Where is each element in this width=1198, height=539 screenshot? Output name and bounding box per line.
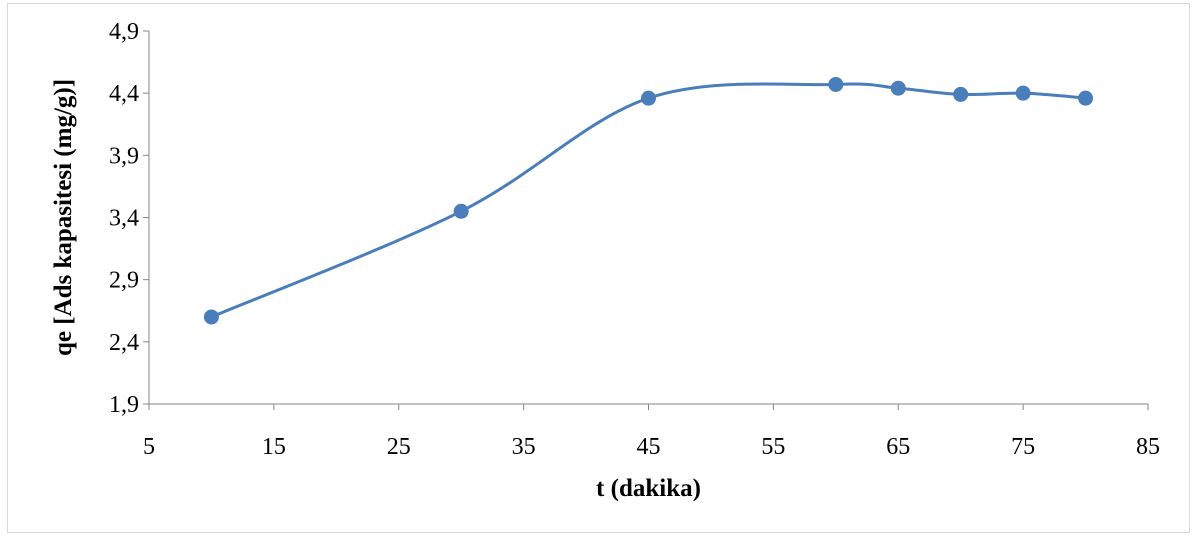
axes bbox=[143, 30, 1149, 410]
x-tick-label: 5 bbox=[143, 434, 155, 460]
x-tick-label: 75 bbox=[1011, 434, 1035, 460]
data-point bbox=[453, 203, 469, 219]
x-tick-label: 55 bbox=[761, 434, 785, 460]
x-axis-title: t (dakika) bbox=[596, 475, 701, 502]
series-layer bbox=[203, 76, 1094, 325]
data-point bbox=[203, 309, 219, 325]
y-axis-title: qe [Ads kapasitesi (mg/g)] bbox=[50, 79, 77, 356]
y-tick-label: 4,9 bbox=[109, 19, 139, 45]
x-tick-label: 65 bbox=[886, 434, 910, 460]
data-point bbox=[828, 76, 844, 92]
x-tick-label: 85 bbox=[1136, 434, 1160, 460]
y-tick-label: 3,9 bbox=[109, 143, 139, 169]
chart-frame bbox=[7, 3, 1190, 533]
y-tick-label: 1,9 bbox=[109, 392, 139, 418]
data-point bbox=[641, 90, 656, 106]
y-tick-label: 2,4 bbox=[109, 330, 139, 356]
data-point bbox=[1015, 85, 1031, 101]
x-tick-label: 45 bbox=[637, 434, 661, 460]
x-tick-label: 35 bbox=[512, 434, 536, 460]
x-tick-labels: 5 15 25 35 45 55 65 75 85 bbox=[143, 434, 1160, 460]
data-point bbox=[890, 80, 906, 96]
x-tick-label: 15 bbox=[262, 434, 286, 460]
series-line bbox=[209, 82, 1088, 319]
data-point bbox=[1078, 90, 1094, 106]
y-tick-labels: 1,9 2,4 2,9 3,4 3,9 4,4 4,9 bbox=[109, 19, 139, 418]
y-tick-label: 4,4 bbox=[109, 81, 139, 107]
y-tick-label: 3,4 bbox=[109, 206, 139, 232]
x-tick-label: 25 bbox=[387, 434, 411, 460]
y-tick-label: 2,9 bbox=[109, 268, 139, 294]
data-point bbox=[953, 86, 969, 102]
